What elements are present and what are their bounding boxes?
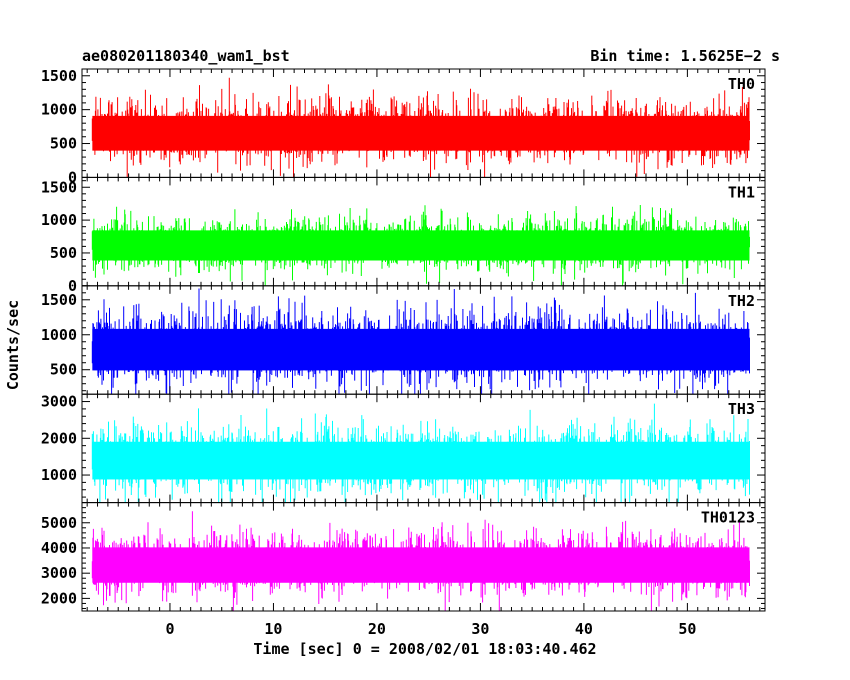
y-tick-label: 500 [50, 361, 77, 379]
y-tick-label: 4000 [41, 539, 77, 557]
series-line-th1 [91, 205, 750, 286]
y-axis-label: Counts/sec [4, 300, 22, 390]
x-axis-label: Time [sec] 0 = 2008/02/01 18:03:40.462 [253, 640, 596, 658]
y-tick-label: 500 [50, 135, 77, 153]
series-line-th3 [91, 403, 750, 503]
y-tick-label: 0 [68, 277, 77, 295]
y-tick-label: 1500 [41, 291, 77, 309]
y-tick-label: 1000 [41, 466, 77, 484]
y-tick-label: 1500 [41, 178, 77, 196]
chart-title: ae080201180340_wam1_bst [82, 47, 290, 65]
y-tick-label: 1500 [41, 67, 77, 85]
y-tick-label: 5000 [41, 514, 77, 532]
y-tick-label: 500 [50, 244, 77, 262]
panel-frame [81, 502, 766, 612]
panel-label-th0123: TH0123 [701, 509, 755, 527]
bin-time-label: Bin time: 1.5625E−2 s [590, 47, 780, 65]
x-tick-label: 0 [165, 620, 174, 638]
y-tick-label: 2000 [41, 589, 77, 607]
y-tick-label: 1000 [41, 101, 77, 119]
series-line-th2 [91, 288, 750, 395]
y-tick-label: 3000 [41, 564, 77, 582]
panel-label-th3: TH3 [728, 400, 755, 418]
y-tick-label: 3000 [41, 393, 77, 411]
x-tick-label: 20 [368, 620, 386, 638]
panel-label-th1: TH1 [728, 183, 755, 201]
y-tick-label: 0 [68, 168, 77, 186]
y-tick-label: 1000 [41, 326, 77, 344]
x-tick-label: 10 [264, 620, 282, 638]
x-tick-label: 40 [575, 620, 593, 638]
series-line-th0 [91, 77, 750, 178]
x-tick-label: 30 [471, 620, 489, 638]
x-tick-label: 50 [678, 620, 696, 638]
y-tick-label: 2000 [41, 429, 77, 447]
y-tick-label: 1000 [41, 211, 77, 229]
panel-label-th2: TH2 [728, 292, 755, 310]
series-line-th0123 [91, 511, 750, 611]
panel-label-th0: TH0 [728, 75, 755, 93]
